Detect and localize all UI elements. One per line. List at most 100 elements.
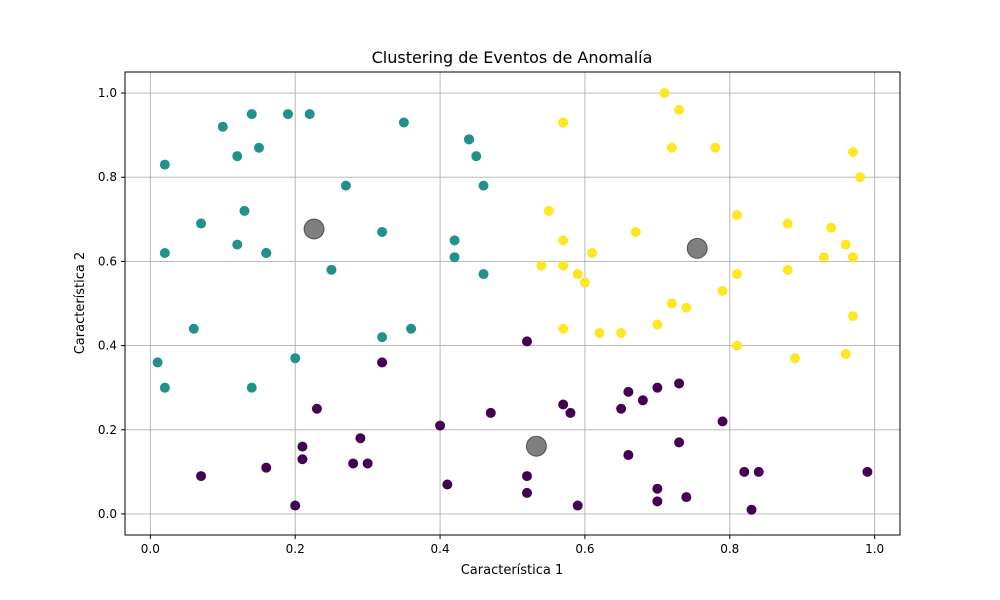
data-point-cluster-0: [623, 386, 634, 397]
data-point-cluster-0: [261, 462, 272, 473]
y-tick-label: 0.6: [98, 254, 117, 268]
x-axis-ticks: 0.0 0.2 0.4 0.6 0.8 1.0: [141, 535, 884, 556]
data-point-cluster-0: [435, 420, 446, 431]
data-point-cluster-0: [623, 450, 634, 461]
data-point-cluster-1: [239, 205, 250, 216]
data-point-cluster-0: [637, 395, 648, 406]
data-point-cluster-1: [159, 382, 170, 393]
data-point-cluster-1: [304, 109, 315, 120]
data-point-cluster-1: [159, 247, 170, 258]
cluster-centroid: [686, 237, 708, 259]
y-tick-label: 0.2: [98, 423, 117, 437]
data-point-cluster-1: [478, 180, 489, 191]
data-point-cluster-1: [464, 134, 475, 145]
data-point-cluster-0: [290, 500, 301, 511]
data-point-cluster-0: [746, 504, 757, 515]
data-point-cluster-2: [732, 210, 743, 221]
data-point-cluster-2: [543, 205, 554, 216]
data-point-cluster-2: [840, 239, 851, 250]
data-point-cluster-0: [739, 466, 750, 477]
data-point-cluster-0: [674, 378, 685, 389]
data-point-cluster-2: [579, 277, 590, 288]
data-point-cluster-2: [789, 353, 800, 364]
data-point-cluster-1: [152, 357, 163, 368]
data-point-cluster-2: [732, 340, 743, 351]
data-point-cluster-2: [818, 252, 829, 263]
data-point-cluster-0: [572, 500, 583, 511]
data-point-cluster-2: [826, 222, 837, 233]
data-point-cluster-2: [652, 319, 663, 330]
data-point-cluster-1: [398, 117, 409, 128]
data-point-cluster-0: [558, 399, 569, 410]
x-axis-label: Característica 1: [461, 563, 564, 578]
data-point-cluster-2: [717, 285, 728, 296]
data-point-cluster-1: [282, 109, 293, 120]
data-point-cluster-0: [521, 471, 532, 482]
data-point-cluster-0: [717, 416, 728, 427]
data-point-cluster-0: [485, 407, 496, 418]
x-tick-label: 1.0: [865, 542, 884, 556]
data-point-cluster-1: [377, 226, 388, 237]
data-point-cluster-2: [840, 349, 851, 360]
data-point-cluster-1: [449, 252, 460, 263]
y-axis-ticks: 0.0 0.2 0.4 0.6 0.8 1.0: [98, 86, 125, 521]
data-point-cluster-0: [196, 471, 207, 482]
x-tick-label: 0.2: [286, 542, 305, 556]
grid-lines: [125, 72, 900, 535]
data-point-cluster-0: [348, 458, 359, 469]
y-axis-label: Característica 2: [73, 252, 88, 355]
cluster-centroid: [525, 435, 547, 457]
data-point-cluster-2: [558, 260, 569, 271]
data-point-cluster-2: [710, 142, 721, 153]
data-point-cluster-0: [652, 496, 663, 507]
data-point-cluster-0: [521, 487, 532, 498]
data-point-cluster-2: [587, 247, 598, 258]
data-point-cluster-2: [558, 235, 569, 246]
y-tick-label: 0.8: [98, 170, 117, 184]
data-point-cluster-2: [572, 269, 583, 280]
y-tick-label: 1.0: [98, 86, 117, 100]
chart-title: Clustering de Eventos de Anomalía: [372, 48, 653, 67]
data-point-cluster-2: [630, 226, 641, 237]
data-point-cluster-2: [666, 142, 677, 153]
data-point-cluster-1: [217, 121, 228, 132]
plot-area-frame: [124, 71, 901, 536]
data-point-cluster-1: [188, 323, 199, 334]
x-tick-label: 0.6: [575, 542, 594, 556]
data-point-cluster-1: [340, 180, 351, 191]
data-point-cluster-2: [847, 252, 858, 263]
data-point-cluster-2: [681, 302, 692, 313]
cluster-centroid: [303, 218, 325, 240]
data-point-cluster-2: [659, 88, 670, 99]
data-point-cluster-1: [246, 382, 257, 393]
data-point-cluster-0: [616, 403, 627, 414]
data-point-cluster-0: [652, 483, 663, 494]
data-point-cluster-0: [442, 479, 453, 490]
data-point-cluster-2: [616, 327, 627, 338]
data-point-cluster-2: [666, 298, 677, 309]
data-point-cluster-1: [232, 151, 243, 162]
data-point-cluster-1: [377, 332, 388, 343]
data-point-cluster-1: [253, 142, 264, 153]
y-tick-label: 0.0: [98, 507, 117, 521]
data-point-cluster-1: [159, 159, 170, 170]
data-point-cluster-0: [311, 403, 322, 414]
data-point-cluster-0: [355, 433, 366, 444]
data-point-cluster-0: [521, 336, 532, 347]
data-point-cluster-2: [782, 218, 793, 229]
data-point-cluster-1: [449, 235, 460, 246]
data-point-cluster-1: [261, 247, 272, 258]
data-point-cluster-2: [558, 323, 569, 334]
data-point-cluster-0: [862, 466, 873, 477]
data-point-cluster-2: [558, 117, 569, 128]
data-point-cluster-0: [297, 441, 308, 452]
data-point-cluster-1: [196, 218, 207, 229]
data-point-cluster-0: [362, 458, 373, 469]
y-tick-label: 0.4: [98, 339, 117, 353]
data-point-cluster-0: [674, 437, 685, 448]
data-point-cluster-2: [536, 260, 547, 271]
data-point-cluster-2: [855, 172, 866, 183]
x-tick-label: 0.0: [141, 542, 160, 556]
data-point-cluster-1: [246, 109, 257, 120]
